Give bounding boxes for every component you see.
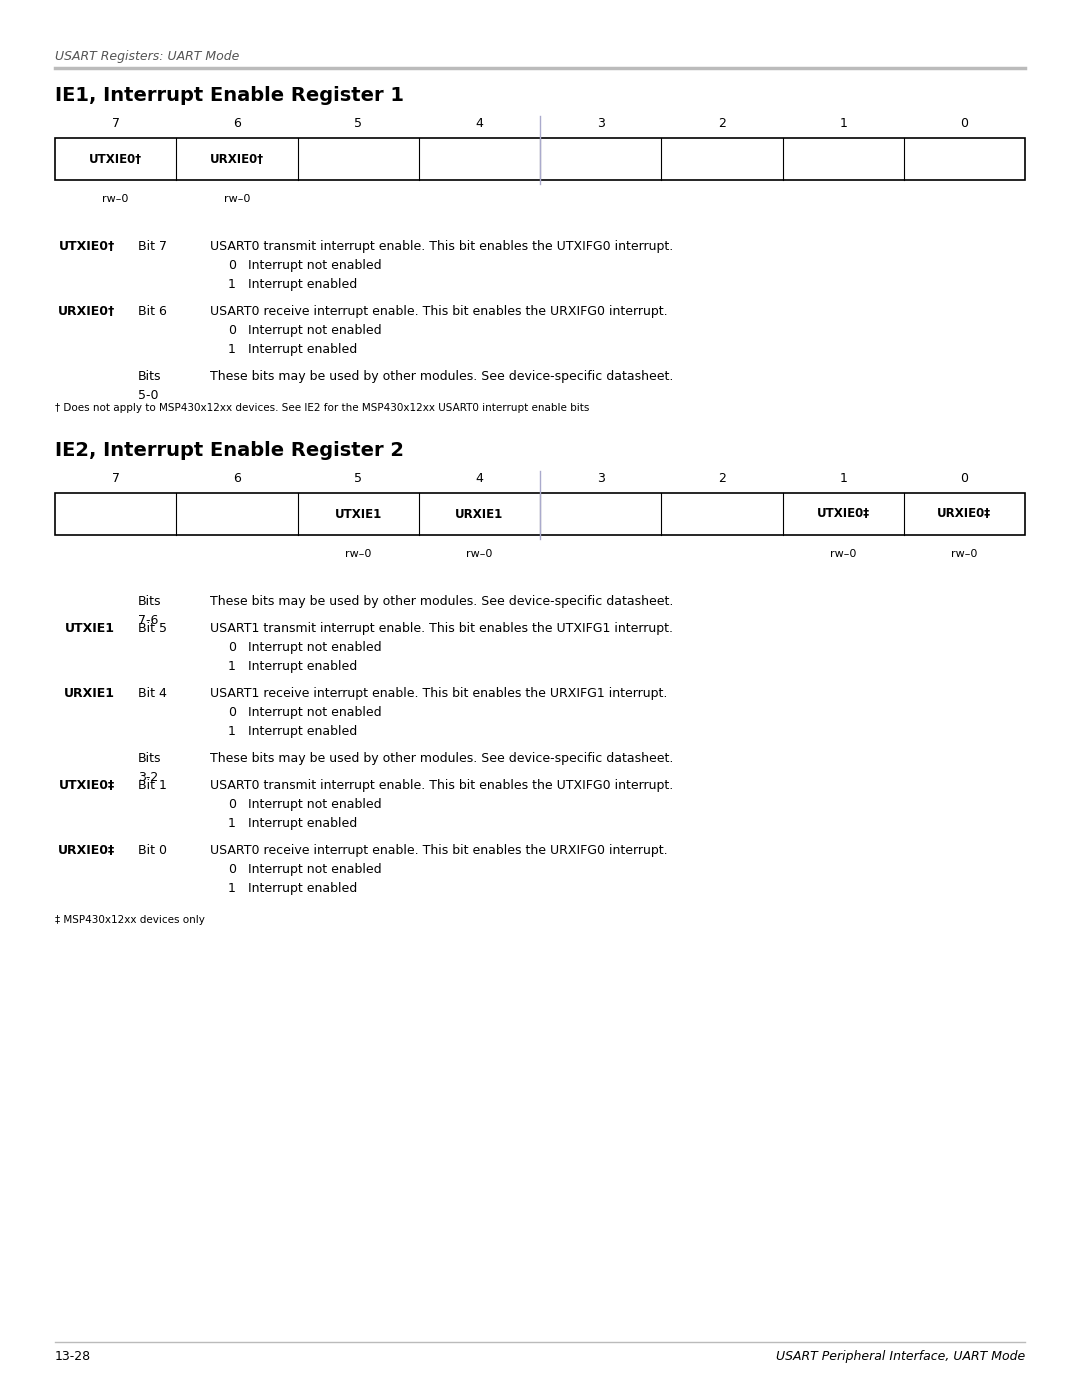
Text: 4: 4	[475, 117, 484, 130]
Text: USART0 transmit interrupt enable. This bit enables the UTXIFG0 interrupt.: USART0 transmit interrupt enable. This b…	[210, 240, 673, 253]
Text: 3: 3	[596, 117, 605, 130]
Text: rw–0: rw–0	[951, 549, 977, 559]
Text: Interrupt not enabled: Interrupt not enabled	[248, 641, 381, 654]
Text: 3: 3	[596, 472, 605, 485]
Text: UTXIE0‡: UTXIE0‡	[58, 780, 114, 792]
Text: † Does not apply to MSP430x12xx devices. See IE2 for the MSP430x12xx USART0 inte: † Does not apply to MSP430x12xx devices.…	[55, 402, 590, 414]
Text: UTXIE0‡: UTXIE0‡	[816, 507, 869, 521]
Text: Interrupt enabled: Interrupt enabled	[248, 659, 357, 673]
Text: URXIE0†: URXIE0†	[210, 152, 264, 165]
Text: 0: 0	[228, 324, 237, 337]
Text: 0: 0	[228, 863, 237, 876]
Text: 2: 2	[718, 117, 726, 130]
Text: IE1, Interrupt Enable Register 1: IE1, Interrupt Enable Register 1	[55, 87, 404, 105]
Text: UTXIE1: UTXIE1	[335, 507, 381, 521]
Bar	[55, 493, 1025, 535]
Text: Bit 4: Bit 4	[138, 687, 167, 700]
Text: rw–0: rw–0	[224, 194, 251, 204]
Text: Interrupt not enabled: Interrupt not enabled	[248, 863, 381, 876]
Text: 6: 6	[233, 472, 241, 485]
Text: 5-0: 5-0	[138, 388, 159, 402]
Text: 1: 1	[839, 472, 847, 485]
Text: USART0 receive interrupt enable. This bit enables the URXIFG0 interrupt.: USART0 receive interrupt enable. This bi…	[210, 305, 667, 319]
Text: Bits: Bits	[138, 370, 162, 383]
Text: These bits may be used by other modules. See device-specific datasheet.: These bits may be used by other modules.…	[210, 595, 673, 608]
Text: 7: 7	[111, 117, 120, 130]
Text: URXIE0‡: URXIE0‡	[57, 844, 114, 856]
Text: 1: 1	[228, 344, 235, 356]
Text: Interrupt enabled: Interrupt enabled	[248, 882, 357, 895]
Text: 2: 2	[718, 472, 726, 485]
Text: URXIE1: URXIE1	[456, 507, 503, 521]
Text: URXIE0†: URXIE0†	[57, 305, 114, 319]
Text: 4: 4	[475, 472, 484, 485]
Text: 5: 5	[354, 117, 362, 130]
Text: Interrupt enabled: Interrupt enabled	[248, 344, 357, 356]
Text: Bits: Bits	[138, 752, 162, 766]
Text: USART1 receive interrupt enable. This bit enables the URXIFG1 interrupt.: USART1 receive interrupt enable. This bi…	[210, 687, 667, 700]
Text: Bit 1: Bit 1	[138, 780, 167, 792]
Text: Interrupt enabled: Interrupt enabled	[248, 817, 357, 830]
Text: 0: 0	[228, 641, 237, 654]
Text: Interrupt enabled: Interrupt enabled	[248, 278, 357, 291]
Text: 0: 0	[228, 705, 237, 719]
Text: Bit 7: Bit 7	[138, 240, 167, 253]
Text: These bits may be used by other modules. See device-specific datasheet.: These bits may be used by other modules.…	[210, 370, 673, 383]
Text: Interrupt not enabled: Interrupt not enabled	[248, 798, 381, 812]
Text: USART Registers: UART Mode: USART Registers: UART Mode	[55, 50, 240, 63]
Text: 1: 1	[839, 117, 847, 130]
Text: 0: 0	[960, 472, 969, 485]
Text: Bit 6: Bit 6	[138, 305, 167, 319]
Text: URXIE0‡: URXIE0‡	[937, 507, 991, 521]
Text: IE2, Interrupt Enable Register 2: IE2, Interrupt Enable Register 2	[55, 441, 404, 460]
Text: Interrupt enabled: Interrupt enabled	[248, 725, 357, 738]
Text: 5: 5	[354, 472, 362, 485]
Text: Interrupt not enabled: Interrupt not enabled	[248, 705, 381, 719]
Text: USART0 transmit interrupt enable. This bit enables the UTXIFG0 interrupt.: USART0 transmit interrupt enable. This b…	[210, 780, 673, 792]
Text: USART1 transmit interrupt enable. This bit enables the UTXIFG1 interrupt.: USART1 transmit interrupt enable. This b…	[210, 622, 673, 636]
Text: USART Peripheral Interface, UART Mode: USART Peripheral Interface, UART Mode	[775, 1350, 1025, 1363]
Text: Bit 5: Bit 5	[138, 622, 167, 636]
Text: 1: 1	[228, 817, 235, 830]
Text: 1: 1	[228, 278, 235, 291]
Text: rw–0: rw–0	[467, 549, 492, 559]
Text: These bits may be used by other modules. See device-specific datasheet.: These bits may be used by other modules.…	[210, 752, 673, 766]
Text: 1: 1	[228, 659, 235, 673]
Bar	[55, 138, 1025, 180]
Text: rw–0: rw–0	[345, 549, 372, 559]
Text: 7: 7	[111, 472, 120, 485]
Text: UTXIE0†: UTXIE0†	[58, 240, 114, 253]
Text: 1: 1	[228, 882, 235, 895]
Text: rw–0: rw–0	[829, 549, 856, 559]
Text: 7-6: 7-6	[138, 615, 159, 627]
Text: USART0 receive interrupt enable. This bit enables the URXIFG0 interrupt.: USART0 receive interrupt enable. This bi…	[210, 844, 667, 856]
Text: Interrupt not enabled: Interrupt not enabled	[248, 324, 381, 337]
Text: 6: 6	[233, 117, 241, 130]
Text: ‡ MSP430x12xx devices only: ‡ MSP430x12xx devices only	[55, 915, 205, 925]
Text: 0: 0	[960, 117, 969, 130]
Text: rw–0: rw–0	[103, 194, 129, 204]
Text: 1: 1	[228, 725, 235, 738]
Text: 13-28: 13-28	[55, 1350, 91, 1363]
Text: 0: 0	[228, 258, 237, 272]
Text: URXIE1: URXIE1	[64, 687, 114, 700]
Text: Bits: Bits	[138, 595, 162, 608]
Text: 0: 0	[228, 798, 237, 812]
Text: Interrupt not enabled: Interrupt not enabled	[248, 258, 381, 272]
Text: UTXIE0†: UTXIE0†	[89, 152, 143, 165]
Text: 3-2: 3-2	[138, 771, 159, 784]
Text: UTXIE1: UTXIE1	[65, 622, 114, 636]
Text: Bit 0: Bit 0	[138, 844, 167, 856]
